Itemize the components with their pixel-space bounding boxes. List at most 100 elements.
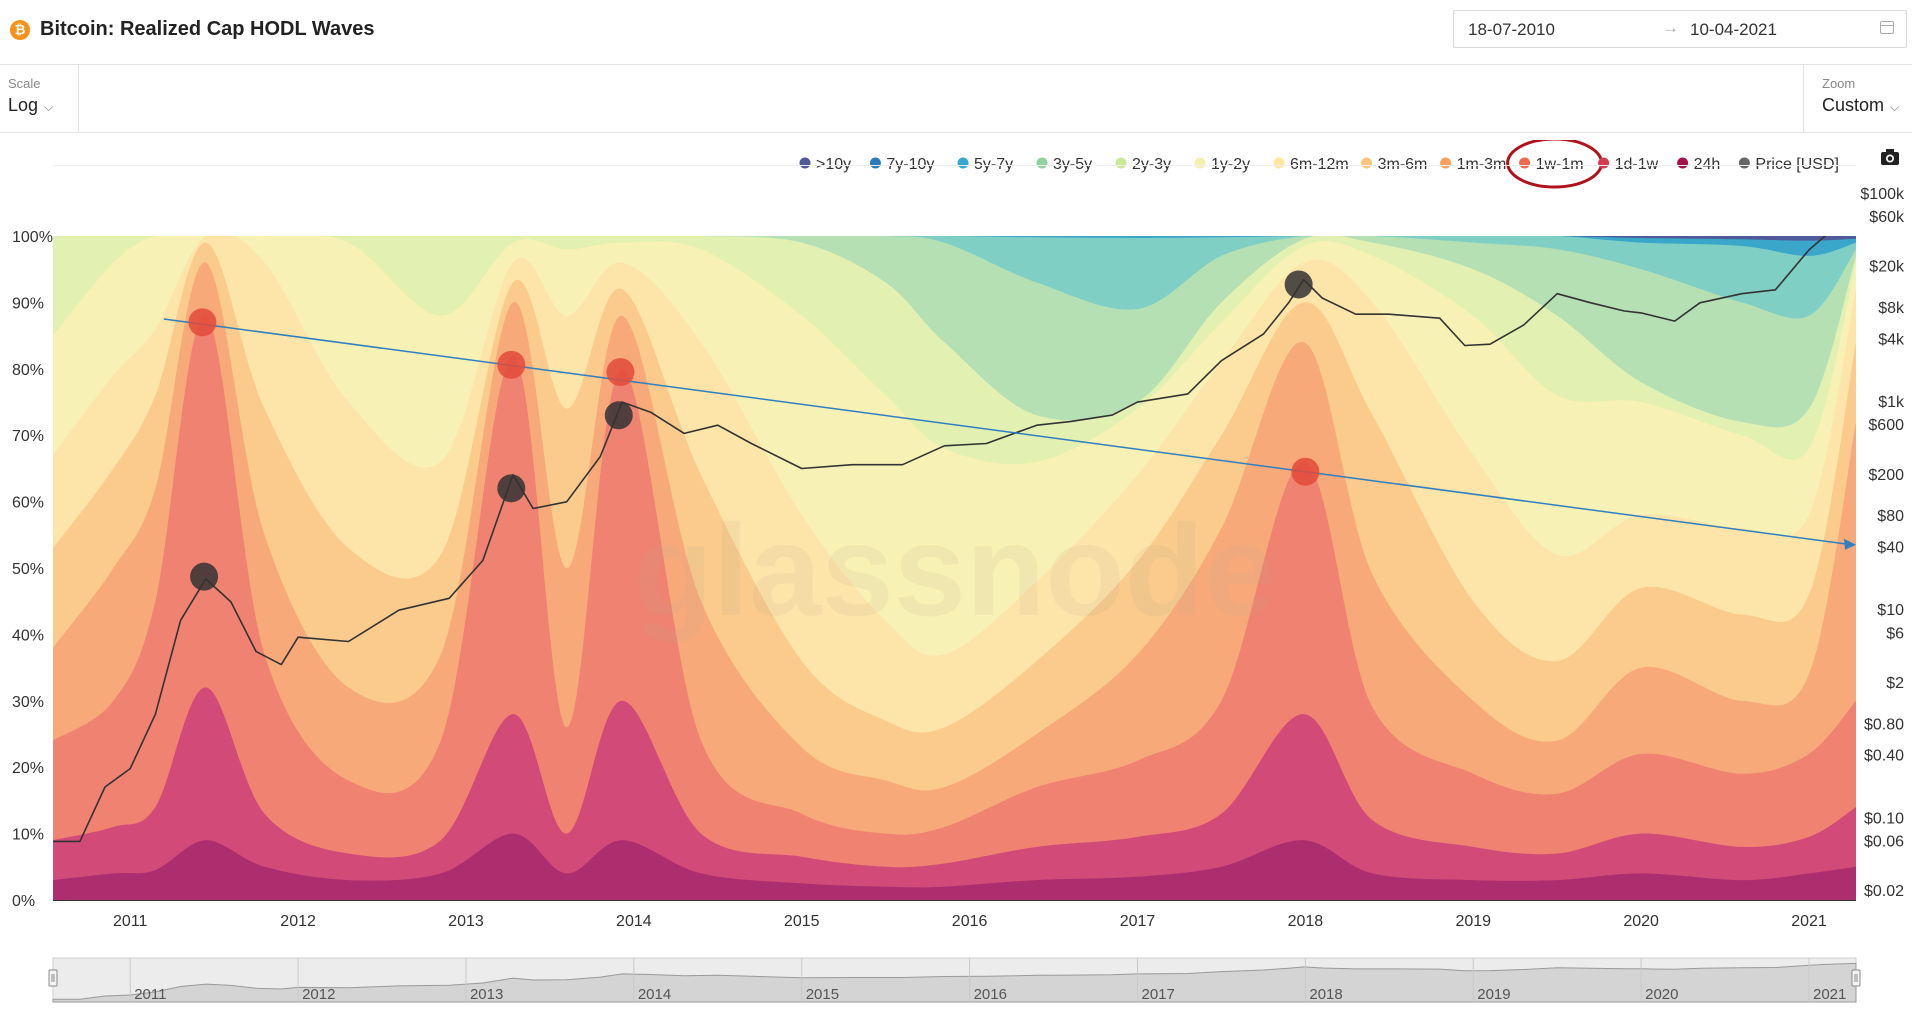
y-left-tick-label: 70%: [12, 428, 44, 445]
legend-item-label: 1y-2y: [1211, 156, 1250, 173]
legend-item-label: 5y-7y: [974, 156, 1013, 173]
x-tick-label: 2018: [1288, 913, 1324, 930]
y-left-tick-label: 50%: [12, 561, 44, 578]
legend: >10y 7y-10y 5y-7y 3y-5y 2y-3y 1y-2y 6m-12m 3m-6…: [799, 140, 1839, 189]
navigator-series: [52, 962, 1857, 1003]
chart-header: ₿ Bitcoin: Realized Cap HODL Waves 18-07…: [0, 0, 1912, 65]
navigator-tick-label: 2012: [302, 986, 335, 1003]
legend-dot-2y3y: [1115, 157, 1127, 169]
y-axis-right: $0.02 $0.06 $0.10 $0.40 $0.80 $2 $6 $10 $40 $80 $2…: [1860, 186, 1905, 900]
x-tick-label: 2020: [1623, 913, 1659, 930]
y-left-tick-label: 90%: [12, 295, 44, 312]
legend-dot-6m12m: [1273, 157, 1285, 169]
navigator-tick-label: 2019: [1477, 986, 1510, 1003]
y-right-tick-label: $0.40: [1864, 748, 1904, 765]
y-right-tick-label: $6: [1886, 625, 1904, 642]
hodl-waves-chart[interactable]: >10y 7y-10y 5y-7y 3y-5y 2y-3y 1y-2y 6m-12m 3m-6…: [0, 140, 1912, 1018]
navigator-tick-label: 2017: [1141, 986, 1174, 1003]
date-to-input[interactable]: 10-04-2021: [1690, 20, 1777, 39]
legend-item-label: 1m-3m: [1457, 156, 1507, 173]
scale-label: Scale: [8, 76, 41, 91]
legend-item-label: 6m-12m: [1290, 156, 1349, 173]
annotations: [163, 270, 1856, 591]
legend-item-label: 2y-3y: [1132, 156, 1171, 173]
legend-item-label: 1d-1w: [1615, 156, 1659, 173]
date-from-input[interactable]: 18-07-2010: [1468, 20, 1555, 39]
legend-item-label: 1w-1m: [1536, 156, 1584, 173]
y-right-tick-label: $8k: [1878, 300, 1905, 317]
zoom-select[interactable]: Zoom Custom ⌵: [1822, 76, 1899, 116]
y-right-tick-label: $40: [1877, 540, 1904, 557]
hodl-bands: [53, 236, 1856, 900]
arrow-right-icon: →: [1662, 18, 1679, 37]
x-tick-label: 2013: [448, 913, 484, 930]
legend-item-label: 7y-10y: [886, 156, 934, 173]
y-right-tick-label: $200: [1868, 467, 1904, 484]
navigator-tick-label: 2021: [1813, 986, 1846, 1003]
legend-dot-24h: [1677, 157, 1689, 169]
x-tick-label: 2012: [280, 913, 316, 930]
camera-icon[interactable]: [1881, 149, 1899, 165]
y-left-tick-label: 100%: [12, 229, 53, 246]
calendar-icon[interactable]: [1880, 21, 1894, 34]
y-right-tick-label: $1k: [1878, 394, 1905, 411]
y-left-tick-label: 60%: [12, 495, 44, 512]
navigator-tick-label: 2020: [1645, 986, 1678, 1003]
legend-dot-1d1w: [1598, 157, 1610, 169]
zoom-label: Zoom: [1822, 76, 1856, 91]
marker-dot: [606, 358, 635, 387]
navigator-tick-label: 2015: [806, 986, 839, 1003]
y-right-tick-label: $20k: [1869, 259, 1905, 276]
scale-value-text: Log: [8, 95, 39, 115]
navigator-tick-label: 2016: [974, 986, 1007, 1003]
page-title: Bitcoin: Realized Cap HODL Waves: [40, 18, 375, 40]
y-right-tick-label: $0.10: [1864, 810, 1904, 827]
chevron-down-icon: ⌵: [44, 100, 54, 114]
y-right-tick-label: $2: [1886, 675, 1904, 692]
marker-dot: [1291, 457, 1320, 486]
navigator-tick-label: 2013: [470, 986, 503, 1003]
y-right-tick-label: $600: [1868, 417, 1904, 434]
legend-dot-1w1m: [1519, 157, 1531, 169]
divider: [1803, 64, 1804, 132]
y-left-tick-label: 20%: [12, 760, 44, 777]
x-tick-label: 2016: [952, 913, 988, 930]
trend-arrowhead: [1844, 538, 1856, 550]
legend-item-label: Price [USD]: [1755, 156, 1839, 173]
chart-controls: Scale Log ⌵ Zoom Custom ⌵: [0, 64, 1912, 133]
marker-dot: [497, 474, 526, 503]
y-left-tick-label: 0%: [12, 893, 35, 910]
price-line: [53, 236, 1827, 843]
scale-value[interactable]: Log ⌵: [8, 95, 53, 116]
y-right-tick-label: $0.02: [1864, 883, 1904, 900]
zoom-value[interactable]: Custom ⌵: [1822, 95, 1899, 116]
legend-dot-10y: [799, 157, 811, 169]
band-24h: [53, 833, 1856, 900]
price-series: [53, 236, 1827, 843]
y-left-tick-label: 10%: [12, 827, 44, 844]
marker-dot: [604, 401, 633, 430]
navigator-handle-left[interactable]: [48, 969, 58, 987]
legend-dot-3y5y: [1036, 157, 1048, 169]
legend-dot-1y2y: [1194, 157, 1206, 169]
range-navigator[interactable]: 2011 2012 2013 2014 2015 2016 2017 2018 2019 2020…: [48, 957, 1861, 1003]
y-right-tick-label: $0.06: [1864, 833, 1904, 850]
marker-dot: [190, 562, 219, 591]
divider: [78, 64, 79, 132]
scale-select[interactable]: Scale Log ⌵: [8, 76, 53, 116]
legend-item-label: 3y-5y: [1053, 156, 1092, 173]
date-range-picker[interactable]: 18-07-2010 → 10-04-2021: [1453, 10, 1907, 48]
y-right-tick-label: $0.80: [1864, 716, 1904, 733]
x-tick-label: 2021: [1791, 913, 1827, 930]
y-right-tick-label: $4k: [1878, 331, 1905, 348]
navigator-handle-right[interactable]: [1851, 969, 1861, 987]
legend-dot-7y10y: [869, 157, 881, 169]
x-tick-label: 2019: [1455, 913, 1491, 930]
y-left-tick-label: 30%: [12, 694, 44, 711]
marker-dot: [497, 350, 526, 379]
x-tick-label: 2011: [113, 913, 148, 930]
legend-item-label: >10y: [816, 156, 851, 173]
legend-dot-5y7y: [957, 157, 969, 169]
bitcoin-icon: ₿: [10, 19, 30, 40]
legend-dot-3m6m: [1361, 157, 1373, 169]
